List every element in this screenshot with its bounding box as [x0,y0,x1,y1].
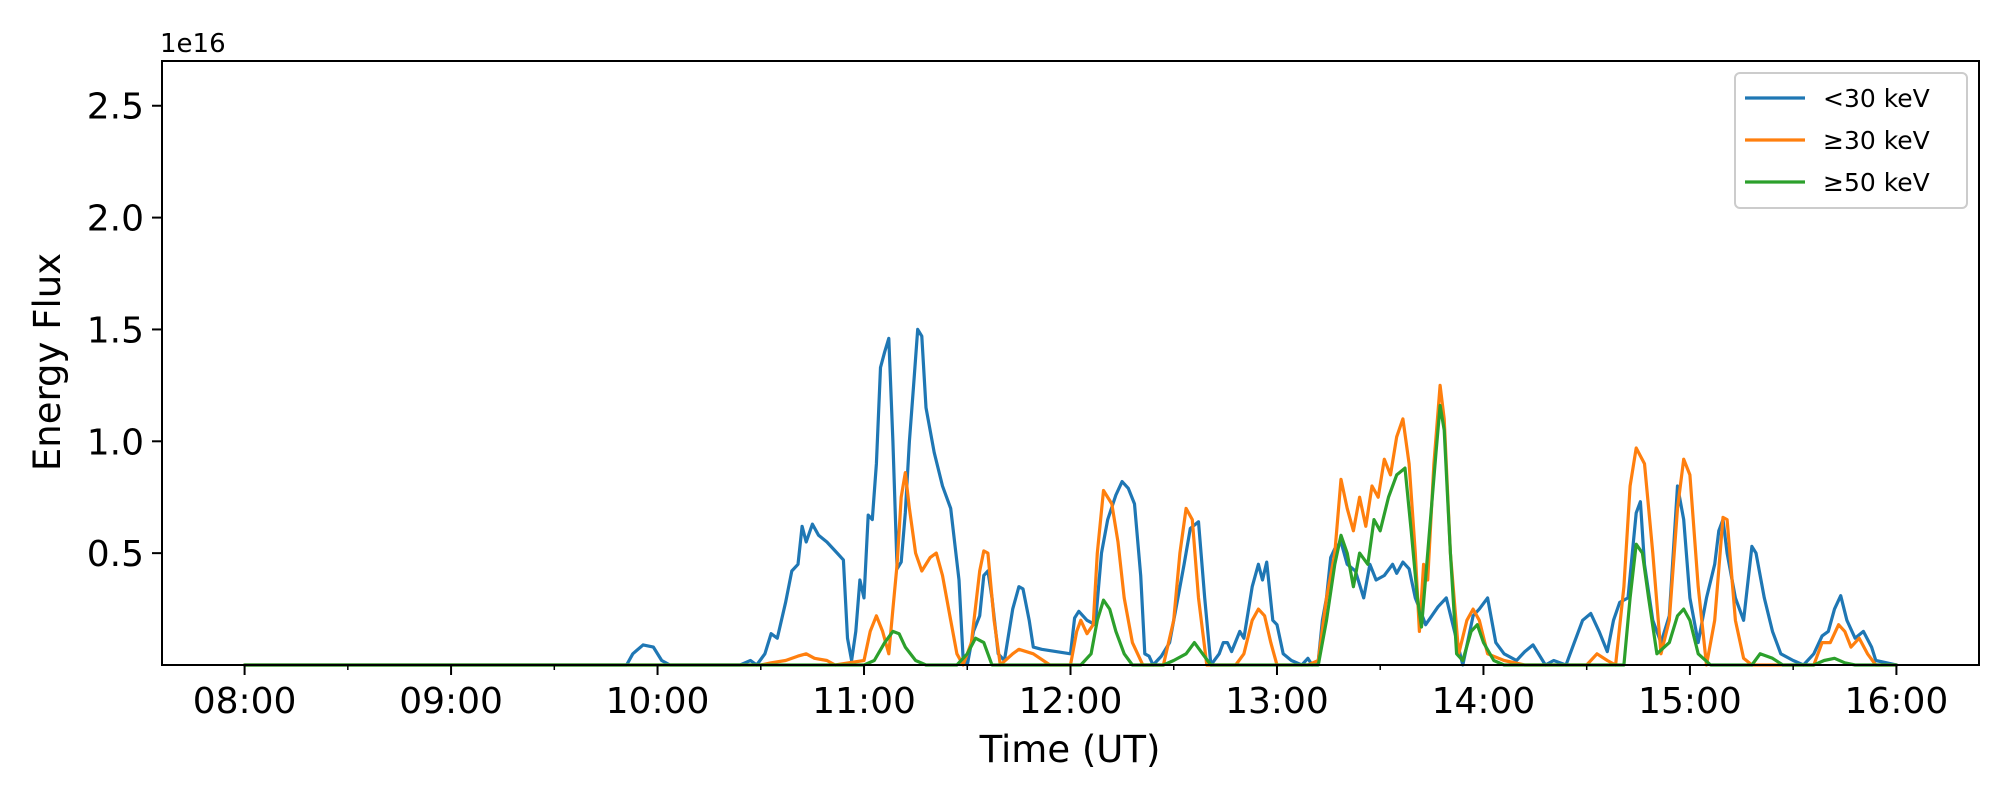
y-offset-label: 1e16 [160,29,226,59]
series-line-2 [243,403,1898,667]
y-tick-label: 0.5 [87,534,144,575]
legend-label-0: <30 keV [1823,84,1930,113]
x-tick-label: 08:00 [193,681,297,722]
x-tick-label: 11:00 [812,681,916,722]
plot-frame [161,60,1980,666]
x-tick-label: 09:00 [399,681,503,722]
legend-label-1: ≥30 keV [1823,126,1930,155]
x-tick-label: 16:00 [1845,681,1949,722]
legend-label-2: ≥50 keV [1823,168,1930,197]
y-tick-label: 1.5 [87,310,144,351]
y-tick-label: 2.5 [87,87,144,128]
x-tick-label: 15:00 [1638,681,1742,722]
x-tick-label: 13:00 [1225,681,1329,722]
legend: <30 keV ≥30 keV ≥50 keV [1734,72,1968,209]
ticks-layer: 08:00 09:00 10:00 11:00 12:00 13:00 14:00 15:00… [87,87,1949,722]
y-tick-label: 2.0 [87,199,144,240]
x-tick-label: 12:00 [1019,681,1123,722]
x-axis-title: Time (UT) [979,728,1161,771]
y-tick-label: 1.0 [87,422,144,463]
y-axis-title: Energy Flux [26,253,69,471]
x-tick-label: 10:00 [606,681,710,722]
legend-box [1734,72,1968,209]
x-tick-label: 14:00 [1432,681,1536,722]
series-line-0 [243,327,1898,667]
